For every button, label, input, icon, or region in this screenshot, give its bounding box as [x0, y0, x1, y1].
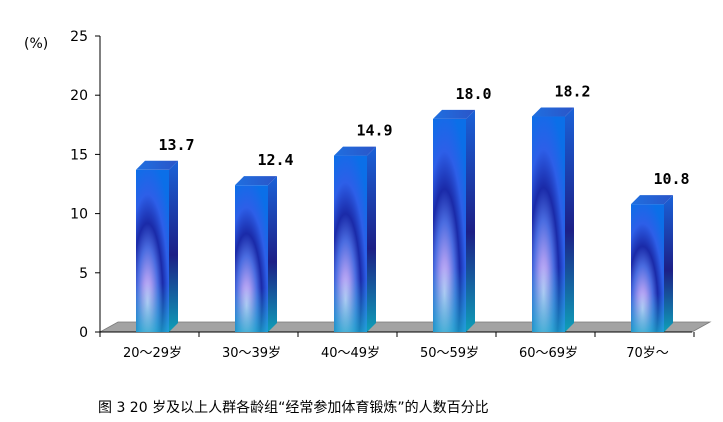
bar-top	[532, 107, 574, 117]
x-tick-label: 70岁～	[626, 346, 669, 361]
y-tick-label: 5	[79, 266, 88, 282]
y-tick-label: 10	[70, 207, 88, 223]
bar-value-label: 13.7	[158, 136, 194, 154]
bar-side	[565, 107, 574, 333]
bar-top	[631, 195, 673, 205]
bar	[532, 107, 574, 333]
x-tick-label: 50～59岁	[420, 346, 479, 361]
bar-top	[136, 160, 178, 170]
bar-front-shade	[334, 279, 367, 332]
bar-side	[268, 176, 277, 332]
bar	[235, 176, 277, 332]
figure-caption: 图 3 20 岁及以上人群各龄组“经常参加体育锻炼”的人数百分比	[98, 400, 489, 416]
bar-side	[466, 109, 475, 332]
x-tick-label: 40～49岁	[321, 346, 380, 361]
bar-top	[433, 109, 475, 119]
y-tick-label: 0	[79, 325, 88, 341]
bar-side	[367, 146, 376, 332]
bar	[136, 160, 178, 332]
bar-value-label: 14.9	[356, 122, 392, 140]
x-tick-label: 30～39岁	[222, 346, 281, 361]
bar-side	[169, 160, 178, 332]
bar-front-shade	[136, 283, 169, 332]
bar-value-label: 12.4	[257, 151, 293, 169]
bar-top	[235, 176, 277, 186]
y-tick-label: 25	[70, 29, 88, 45]
bar-value-label: 18.0	[455, 85, 491, 103]
bar-front-shade	[631, 293, 664, 332]
y-unit-label: (%)	[24, 36, 48, 52]
bar	[631, 195, 673, 332]
bar-side	[664, 195, 673, 332]
bar-front-shade	[532, 267, 565, 332]
bar-value-label: 18.2	[554, 83, 590, 101]
chart-floor	[98, 321, 712, 333]
bar-top	[334, 146, 376, 156]
bar	[433, 109, 475, 332]
y-tick-label: 20	[70, 88, 88, 104]
bar-value-label: 10.8	[653, 170, 689, 188]
y-tick-label: 15	[70, 147, 88, 163]
x-tick-label: 20～29岁	[123, 346, 182, 361]
bar-front-shade	[235, 287, 268, 332]
bar	[334, 146, 376, 332]
bar-front-shade	[433, 268, 466, 332]
x-tick-label: 60～69岁	[519, 346, 578, 361]
